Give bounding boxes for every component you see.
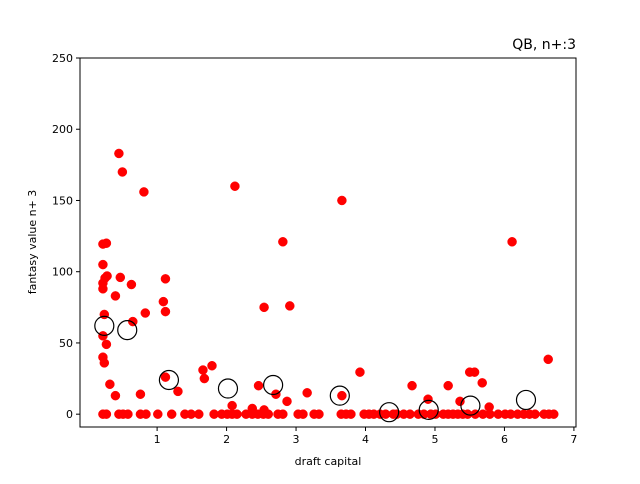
data-point (194, 409, 204, 419)
data-point (105, 379, 115, 390)
data-point (160, 306, 171, 317)
data-point (110, 291, 121, 301)
data-point (230, 181, 240, 191)
data-point (302, 388, 312, 398)
data-point (117, 167, 128, 177)
data-point (278, 237, 288, 247)
y-tick-label: 100 (52, 266, 73, 279)
y-axis-label: fantasy value n+ 3 (26, 190, 39, 295)
mean-marker (158, 369, 180, 391)
data-point (140, 308, 151, 318)
data-point (469, 367, 480, 377)
mean-marker (418, 399, 439, 421)
mean-marker (379, 402, 400, 423)
data-point (126, 279, 137, 290)
data-point (259, 302, 269, 313)
data-point (477, 378, 487, 388)
mean-marker (217, 378, 239, 399)
data-point (98, 259, 108, 270)
data-point (227, 400, 237, 411)
data-point (160, 372, 171, 382)
y-tick-label: 50 (59, 337, 73, 350)
chart-title: QB, n+:3 (512, 37, 576, 53)
mean-marker (460, 395, 481, 416)
x-tick-label: 7 (570, 433, 577, 446)
data-point (285, 301, 295, 311)
x-tick-label: 5 (431, 433, 438, 446)
data-point (123, 409, 133, 419)
data-point (405, 409, 415, 419)
data-point (128, 316, 138, 327)
data-point (549, 409, 559, 419)
y-tick-label: 0 (66, 408, 73, 421)
mean-marker (329, 385, 350, 406)
data-point (337, 195, 347, 206)
data-point (153, 409, 163, 419)
data-point (485, 409, 495, 419)
data-point (263, 409, 274, 419)
x-tick-label: 1 (154, 433, 161, 446)
data-point (232, 409, 242, 419)
data-point (166, 409, 177, 419)
data-point (423, 394, 433, 404)
data-point (141, 409, 151, 419)
data-point (102, 271, 112, 281)
x-axis-label: draft capital (295, 455, 362, 468)
data-point (99, 309, 110, 320)
data-point (298, 409, 308, 419)
x-tick-label: 4 (362, 433, 369, 446)
y-tick-label: 150 (52, 194, 73, 207)
y-tick-label: 250 (52, 52, 73, 65)
mean-marker (94, 315, 115, 336)
data-point (135, 389, 146, 399)
y-tick-label: 200 (52, 123, 73, 136)
data-point (337, 390, 347, 401)
x-tick-label: 6 (501, 433, 508, 446)
mean-marker (515, 389, 537, 411)
data-point (407, 380, 417, 391)
data-point (158, 296, 169, 307)
data-point (455, 396, 465, 407)
x-tick-label: 3 (293, 433, 300, 446)
data-point (314, 409, 324, 419)
data-point (278, 409, 288, 419)
x-tick-label: 2 (223, 433, 230, 446)
data-point (115, 272, 126, 283)
mean-marker (117, 320, 138, 341)
data-point (443, 380, 453, 391)
plot-frame (79, 57, 577, 428)
data-point (101, 238, 112, 248)
data-point (110, 390, 121, 401)
data-point (282, 396, 292, 407)
data-point (507, 237, 517, 247)
data-point (355, 367, 365, 377)
data-point (160, 274, 171, 284)
data-point (101, 339, 112, 350)
data-point (98, 284, 108, 294)
mean-marker (263, 374, 284, 396)
data-point (114, 148, 124, 159)
data-point (99, 358, 110, 368)
data-point (530, 409, 540, 419)
data-point (101, 409, 112, 419)
data-point (173, 386, 183, 397)
data-point (139, 187, 149, 197)
data-point (207, 360, 217, 371)
data-point (346, 409, 356, 419)
data-point (199, 373, 210, 384)
data-point (543, 354, 553, 365)
data-point (198, 365, 208, 375)
data-point (253, 380, 264, 391)
